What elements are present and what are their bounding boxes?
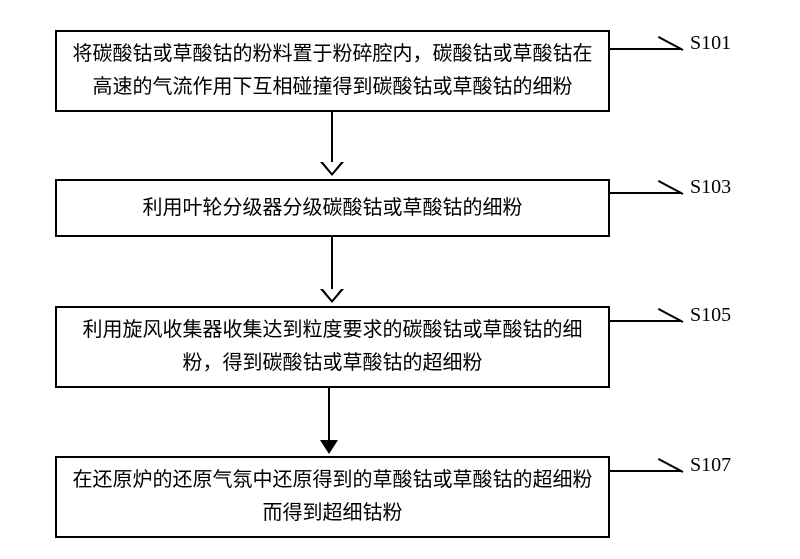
arrow-down-icon <box>320 237 344 289</box>
step-text: 将碳酸钴或草酸钴的粉料置于粉碎腔内，碳酸钴或草酸钴在高速的气流作用下互相碰撞得到… <box>71 38 594 104</box>
step-label-S103: S103 <box>690 176 731 199</box>
step-text: 在还原炉的还原气氛中还原得到的草酸钴或草酸钴的超细粉而得到超细钴粉 <box>71 464 594 530</box>
step-label-S101: S101 <box>690 32 731 55</box>
arrow-shaft <box>331 112 333 162</box>
step-box-S105: 利用旋风收集器收集达到粒度要求的碳酸钴或草酸钴的细粉，得到碳酸钴或草酸钴的超细粉 <box>55 306 610 388</box>
arrow-shaft <box>328 388 330 440</box>
step-box-S101: 将碳酸钴或草酸钴的粉料置于粉碎腔内，碳酸钴或草酸钴在高速的气流作用下互相碰撞得到… <box>55 30 610 112</box>
arrow-down-icon <box>320 388 338 454</box>
step-box-S103: 利用叶轮分级器分级碳酸钴或草酸钴的细粉 <box>55 179 610 237</box>
leader-line <box>610 470 682 472</box>
leader-line <box>610 320 682 322</box>
leader-line <box>610 48 682 50</box>
step-label-S107: S107 <box>690 454 731 477</box>
step-text: 利用叶轮分级器分级碳酸钴或草酸钴的细粉 <box>143 192 523 225</box>
arrow-down-icon <box>320 112 344 162</box>
leader-line <box>610 192 682 194</box>
arrow-shaft <box>331 237 333 289</box>
step-label-S105: S105 <box>690 304 731 327</box>
step-text: 利用旋风收集器收集达到粒度要求的碳酸钴或草酸钴的细粉，得到碳酸钴或草酸钴的超细粉 <box>71 314 594 380</box>
arrow-head-solid-icon <box>320 440 338 454</box>
step-box-S107: 在还原炉的还原气氛中还原得到的草酸钴或草酸钴的超细粉而得到超细钴粉 <box>55 456 610 538</box>
